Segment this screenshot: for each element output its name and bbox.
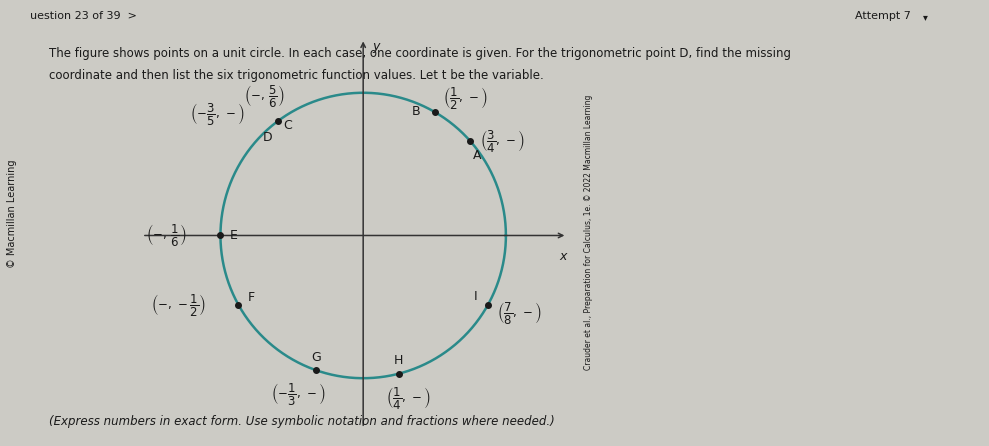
Text: © Macmillan Learning: © Macmillan Learning: [7, 160, 17, 268]
Text: $\left(\dfrac{1}{4},\,-\right)$: $\left(\dfrac{1}{4},\,-\right)$: [387, 385, 431, 411]
Text: uestion 23 of 39  >: uestion 23 of 39 >: [30, 11, 136, 21]
Text: $y$: $y$: [372, 41, 382, 55]
Text: ▾: ▾: [923, 12, 928, 22]
Text: The figure shows points on a unit circle. In each case, one coordinate is given.: The figure shows points on a unit circle…: [49, 47, 791, 60]
Text: H: H: [395, 354, 404, 368]
Text: $\left(-\dfrac{1}{3},\,-\right)$: $\left(-\dfrac{1}{3},\,-\right)$: [271, 381, 326, 407]
Text: $\left(-,\,-\dfrac{1}{2}\right)$: $\left(-,\,-\dfrac{1}{2}\right)$: [151, 292, 206, 318]
Text: E: E: [229, 229, 237, 242]
Text: $x$: $x$: [560, 250, 570, 263]
Text: $\left(\dfrac{1}{2},\,-\right)$: $\left(\dfrac{1}{2},\,-\right)$: [443, 85, 489, 111]
Text: $\left(\dfrac{3}{4},\,-\right)$: $\left(\dfrac{3}{4},\,-\right)$: [481, 128, 525, 154]
Text: (Express numbers in exact form. Use symbolic notation and fractions where needed: (Express numbers in exact form. Use symb…: [49, 415, 555, 428]
Text: $\left(-,\,\dfrac{1}{6}\right)$: $\left(-,\,\dfrac{1}{6}\right)$: [146, 223, 187, 248]
Text: C: C: [283, 119, 292, 132]
Text: $\left(-\dfrac{3}{5},\,-\right)$: $\left(-\dfrac{3}{5},\,-\right)$: [190, 101, 245, 127]
Text: D: D: [263, 131, 272, 144]
Text: B: B: [411, 105, 420, 118]
Text: Crauder et al., Preparation for Calculus, 1e. © 2022 Macmillan Learning: Crauder et al., Preparation for Calculus…: [584, 94, 593, 370]
Text: I: I: [474, 289, 477, 302]
Text: F: F: [247, 291, 255, 304]
Text: A: A: [473, 149, 482, 162]
Text: G: G: [311, 351, 320, 364]
Text: $\left(-,\,\dfrac{5}{6}\right)$: $\left(-,\,\dfrac{5}{6}\right)$: [244, 83, 285, 109]
Text: Attempt 7: Attempt 7: [855, 11, 911, 21]
Text: $\left(\dfrac{7}{8},\,-\right)$: $\left(\dfrac{7}{8},\,-\right)$: [496, 300, 542, 326]
Text: coordinate and then list the six trigonometric function values. Let t be the var: coordinate and then list the six trigono…: [49, 69, 544, 82]
